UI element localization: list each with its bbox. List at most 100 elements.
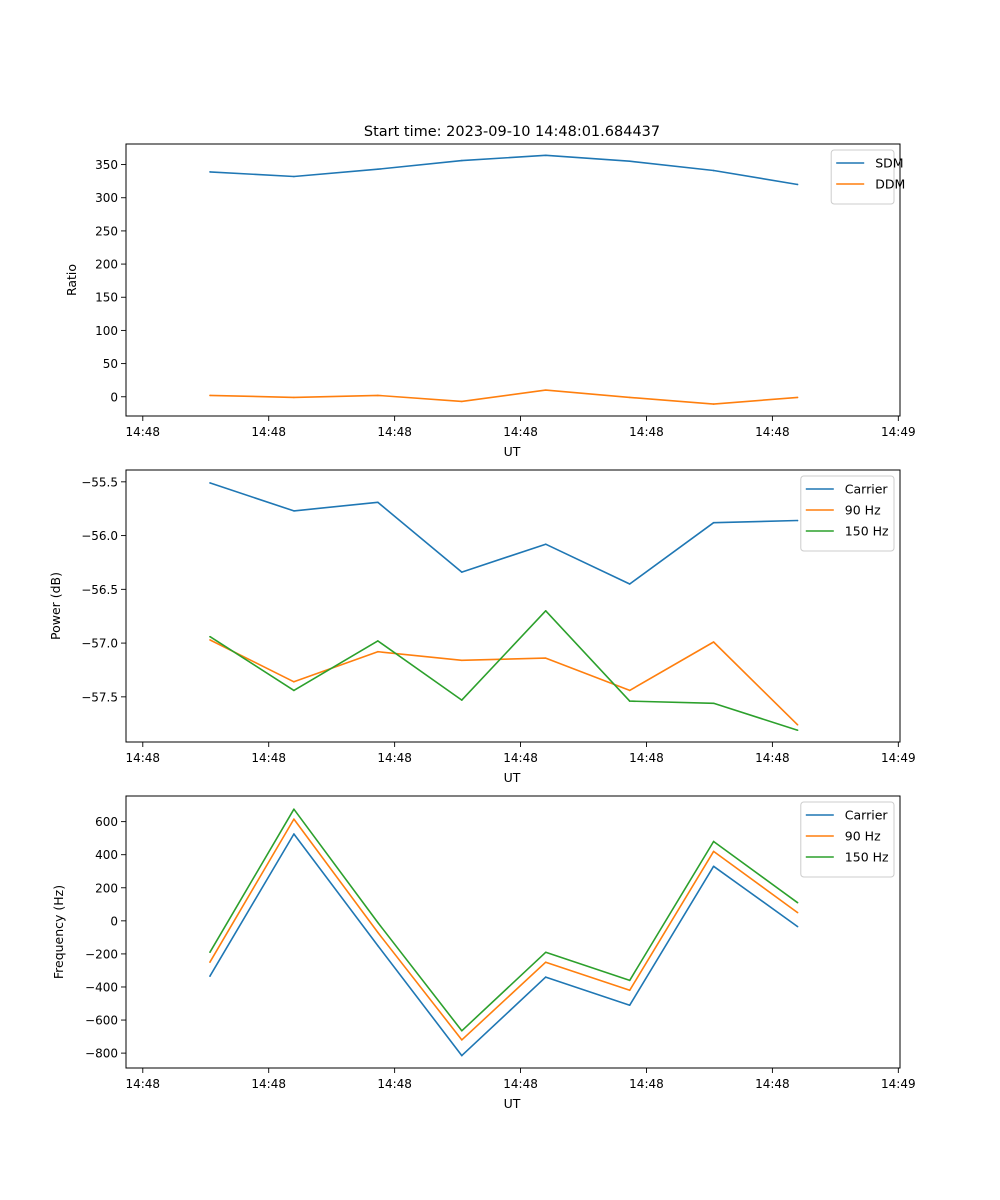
data-point [209,394,211,397]
legend-label: 150 Hz [845,524,889,539]
data-point [209,951,211,954]
data-point [460,571,463,573]
data-point [460,1039,463,1041]
x-tick-label: 14:48 [125,425,160,439]
legend-label: 150 Hz [845,850,889,865]
y-tick-label: 150 [95,291,118,305]
legend-box [800,475,895,552]
data-point [209,635,211,638]
data-point [209,171,211,173]
x-tick-label: 14:48 [503,1077,538,1091]
x-tick-label: 14:48 [251,425,286,439]
data-point [628,689,631,692]
data-point [796,723,799,726]
y-tick-label: 200 [95,258,118,272]
plot-area [126,470,900,742]
x-tick-label: 14:48 [125,751,160,765]
data-point [544,951,547,954]
data-point [460,1029,463,1032]
data-point [460,1054,463,1057]
y-tick-label: −55.5 [81,475,118,489]
data-point [460,659,463,662]
x-axis-label: UT [504,1096,521,1111]
x-tick-label: 14:48 [629,751,664,765]
x-tick-label: 14:48 [503,751,538,765]
panels: 14:48 14:48 14:48 14:48 14:48 14:48 14:49 0 50 10… [48,143,916,1111]
data-point [377,168,379,171]
data-point [293,689,295,692]
series-line-90-hz [209,818,799,1041]
chart-panel-2: 14:48 14:48 14:48 14:48 14:48 14:48 14:49 −57.5… [48,469,916,785]
y-axis-label: Power (dB) [48,572,63,640]
y-tick-label: −400 [85,980,118,994]
data-point [460,699,463,701]
legend-label: DDM [875,177,905,192]
data-point [712,850,715,853]
y-tick-label: −57.0 [81,637,118,651]
data-point [377,394,379,397]
series-line-carrier [209,482,798,585]
data-point [377,931,379,934]
y-axis-label: Ratio [64,264,79,296]
legend: Carrier 90 Hz 150 Hz [800,801,895,878]
legend-label: Carrier [845,482,889,497]
y-tick-label: −56.0 [81,529,118,543]
x-tick-label: 14:48 [629,425,664,439]
data-point [293,510,295,512]
y-tick-label: −200 [85,947,118,961]
data-point [209,639,211,641]
x-tick-label: 14:48 [377,1077,412,1091]
plot-frame [125,469,901,743]
x-tick-label: 14:49 [881,751,916,765]
y-tick-label: −600 [85,1014,118,1028]
data-point [209,975,211,978]
x-tick-label: 14:48 [251,751,286,765]
data-point [712,865,715,868]
data-point [628,989,631,992]
legend-box [800,801,895,878]
data-point [712,521,715,524]
data-point [628,396,631,399]
chart-panel-3: 14:48 14:48 14:48 14:48 14:48 14:48 14:49 −800 −… [51,795,916,1111]
data-point [796,911,799,914]
series-line-90-hz [209,639,799,726]
data-point [628,583,631,585]
data-point [293,680,295,683]
data-point [712,702,715,705]
x-tick-label: 14:48 [755,1077,790,1091]
legend-label: SDM [875,156,903,171]
data-point [377,650,379,653]
legend-label: 90 Hz [845,829,881,844]
x-tick-label: 14:48 [503,425,538,439]
data-point [796,901,799,904]
data-point [544,610,547,612]
data-point [377,944,379,947]
data-point [544,154,547,157]
data-point [293,175,295,178]
series-line-carrier [209,833,799,1057]
data-point [293,833,295,835]
data-point [712,169,715,172]
x-tick-label: 14:48 [251,1077,286,1091]
data-point [293,818,295,820]
data-point [544,543,547,545]
data-point [712,641,715,643]
legend-label: Carrier [845,808,889,823]
data-point [628,979,631,982]
x-tick-label: 14:48 [377,425,412,439]
legend-label: 90 Hz [845,503,881,518]
x-tick-label: 14:48 [125,1077,160,1091]
data-point [209,961,211,963]
x-tick-label: 14:48 [377,751,412,765]
x-axis-label: UT [504,770,521,785]
series-line-ddm [209,389,798,405]
y-tick-label: −56.5 [81,583,118,597]
data-point [544,657,547,659]
x-tick-label: 14:48 [755,425,790,439]
y-tick-label: 50 [103,357,118,371]
data-point [796,925,799,928]
y-tick-label: 350 [95,158,118,172]
data-point [544,976,547,978]
plot-frame [125,795,901,1069]
plot-frame [125,143,901,417]
